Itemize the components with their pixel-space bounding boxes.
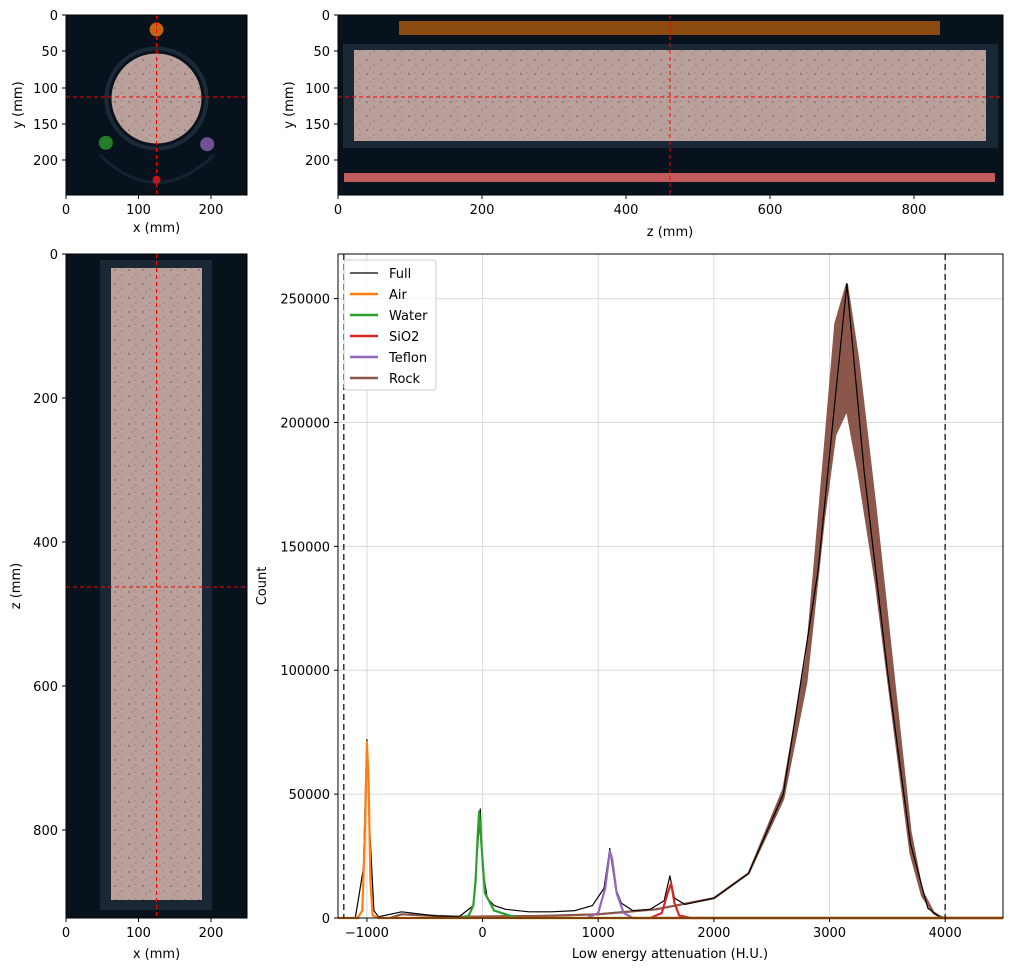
axial-y-tick-label: 0 — [50, 9, 58, 24]
axial-y-tick-label: 200 — [33, 154, 58, 169]
histogram-y-tick-label: 200000 — [280, 416, 330, 431]
histogram-chart[interactable]: −1000 0 1000 2000 3000 4000 0 50000 100000 15000… — [255, 253, 1004, 962]
sagittal-y-ticks: 0 200 400 600 800 — [33, 248, 66, 839]
sagittal-y-tick-label: 200 — [33, 392, 58, 407]
histogram-legend-label: Teflon — [388, 351, 427, 366]
sagittal-x-tick-label: 200 — [199, 926, 224, 941]
histogram-y-ticks: 0 50000 100000 150000 200000 250000 — [280, 293, 338, 927]
axial-y-label: y (mm) — [11, 81, 26, 128]
coronal-y-tick-label: 200 — [305, 154, 330, 169]
sagittal-view[interactable]: 0 100 200 0 200 400 600 800 x (mm) z (mm… — [9, 248, 248, 962]
axial-x-tick-label: 200 — [199, 203, 224, 218]
sagittal-y-label: z (mm) — [9, 563, 24, 609]
histogram-frame — [337, 253, 1004, 919]
histogram-series-full — [338, 283, 1003, 919]
histogram-legend-label: Rock — [389, 372, 421, 387]
coronal-x-tick-label: 600 — [758, 203, 783, 218]
histogram-legend-label: Full — [389, 267, 411, 282]
coronal-y-label: y (mm) — [282, 81, 297, 128]
sagittal-y-tick-label: 600 — [33, 680, 58, 695]
histogram-plot-area — [338, 254, 1003, 918]
axial-y-tick-label: 50 — [41, 45, 58, 60]
coronal-y-tick-label: 100 — [305, 82, 330, 97]
sagittal-y-tick-label: 0 — [50, 248, 58, 263]
coronal-y-tick-label: 50 — [313, 45, 330, 60]
histogram-legend-label: Water — [389, 309, 428, 324]
histogram-series-teflon — [586, 849, 1003, 920]
histogram-x-tick-label: 2000 — [697, 926, 730, 941]
histogram-x-tick-label: −1000 — [345, 926, 389, 941]
histogram-x-ticks: −1000 0 1000 2000 3000 4000 — [345, 918, 962, 941]
axial-x-label: x (mm) — [133, 221, 180, 236]
coronal-x-ticks: 0 200 400 600 800 — [334, 195, 927, 218]
sagittal-frame — [65, 253, 248, 919]
coronal-x-tick-label: 400 — [614, 203, 639, 218]
histogram-legend: Full Air Water SiO2 Teflon Rock — [343, 259, 437, 391]
axial-x-tick-label: 0 — [62, 203, 70, 218]
sagittal-x-tick-label: 0 — [62, 926, 70, 941]
histogram-y-tick-label: 150000 — [280, 540, 330, 555]
axial-y-ticks: 0 50 100 150 200 — [33, 9, 66, 169]
coronal-frame — [337, 14, 1004, 196]
sagittal-y-tick-label: 400 — [33, 536, 58, 551]
axial-marker-teflon — [200, 137, 215, 152]
histogram-x-tick-label: 3000 — [813, 926, 846, 941]
histogram-y-tick-label: 250000 — [280, 293, 330, 308]
coronal-x-tick-label: 800 — [902, 203, 927, 218]
axial-rock-core — [111, 53, 202, 144]
axial-x-tick-label: 100 — [126, 203, 151, 218]
axial-view[interactable]: 0 100 200 0 50 100 150 200 x (mm) y (mm) — [11, 9, 248, 236]
histogram-series-air — [338, 740, 1003, 920]
histogram-series-water — [459, 810, 1003, 920]
axial-y-tick-label: 150 — [33, 118, 58, 133]
axial-y-tick-label: 100 — [33, 82, 58, 97]
sagittal-x-ticks: 0 100 200 — [62, 918, 224, 941]
axial-frame — [65, 14, 248, 196]
coronal-view[interactable]: 0 200 400 600 800 0 50 100 150 200 z (mm… — [282, 9, 1004, 240]
coronal-y-tick-label: 0 — [322, 9, 330, 24]
sagittal-x-tick-label: 100 — [126, 926, 151, 941]
coronal-y-tick-label: 150 — [305, 118, 330, 133]
axial-marker-water — [98, 135, 113, 150]
coronal-y-ticks: 0 50 100 150 200 — [305, 9, 338, 169]
histogram-y-label: Count — [255, 567, 270, 606]
coronal-x-tick-label: 200 — [470, 203, 495, 218]
histogram-x-label: Low energy attenuation (H.U.) — [572, 947, 768, 962]
histogram-x-tick-label: 1000 — [582, 926, 615, 941]
histogram-y-tick-label: 100000 — [280, 664, 330, 679]
coronal-x-tick-label: 0 — [334, 203, 342, 218]
coronal-x-label: z (mm) — [647, 225, 693, 240]
histogram-legend-label: Air — [389, 288, 408, 303]
histogram-y-tick-label: 0 — [322, 912, 330, 927]
sagittal-y-tick-label: 800 — [33, 824, 58, 839]
histogram-x-tick-label: 4000 — [929, 926, 962, 941]
coronal-air-tube — [399, 21, 940, 35]
axial-x-ticks: 0 100 200 — [62, 195, 224, 218]
sagittal-x-label: x (mm) — [133, 947, 180, 962]
histogram-x-tick-label: 0 — [478, 926, 486, 941]
histogram-legend-label: SiO2 — [389, 330, 419, 345]
histogram-series — [338, 283, 1003, 920]
histogram-y-tick-label: 50000 — [289, 788, 330, 803]
histogram-series-rock — [389, 334, 1003, 920]
